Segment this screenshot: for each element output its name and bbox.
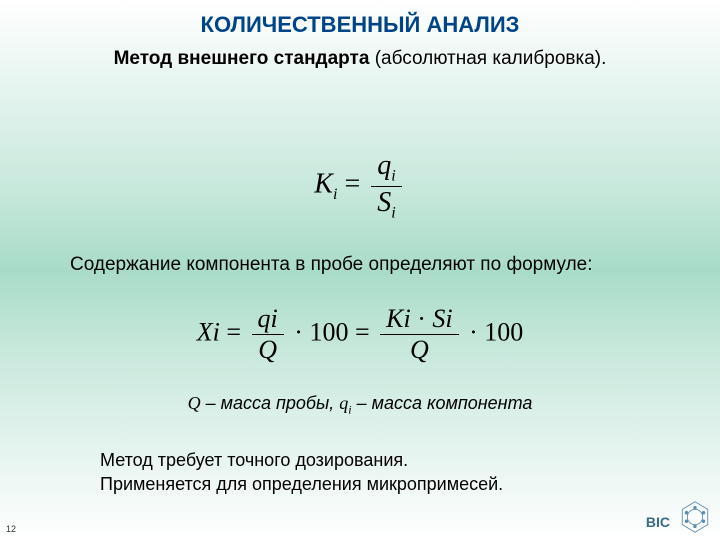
- footer-text: Метод требует точного дозирования. Приме…: [100, 448, 720, 497]
- slide-title: КОЛИЧЕСТВЕННЫЙ АНАЛИЗ: [0, 0, 720, 38]
- caption: Q – масса пробы, qi – масса компонента: [0, 393, 720, 418]
- footer-line-2: Применяется для определения микропримесе…: [100, 472, 720, 496]
- mid-text: Содержание компонента в пробе определяют…: [70, 254, 680, 276]
- footer-line-1: Метод требует точного дозирования.: [100, 448, 720, 472]
- formula-2: Xi = qi Q · 100 = Ki · Si Q · 100: [0, 304, 720, 365]
- formula-1: Ki = qi Si: [0, 150, 720, 222]
- logo-icon: [678, 500, 712, 534]
- subtitle-rest: (абсолютная калибровка).: [369, 48, 606, 69]
- subtitle: Метод внешнего стандарта (абсолютная кал…: [0, 48, 720, 70]
- bic-label: BIC: [646, 514, 670, 530]
- subtitle-bold: Метод внешнего стандарта: [114, 48, 370, 69]
- slide-number: 12: [6, 524, 16, 534]
